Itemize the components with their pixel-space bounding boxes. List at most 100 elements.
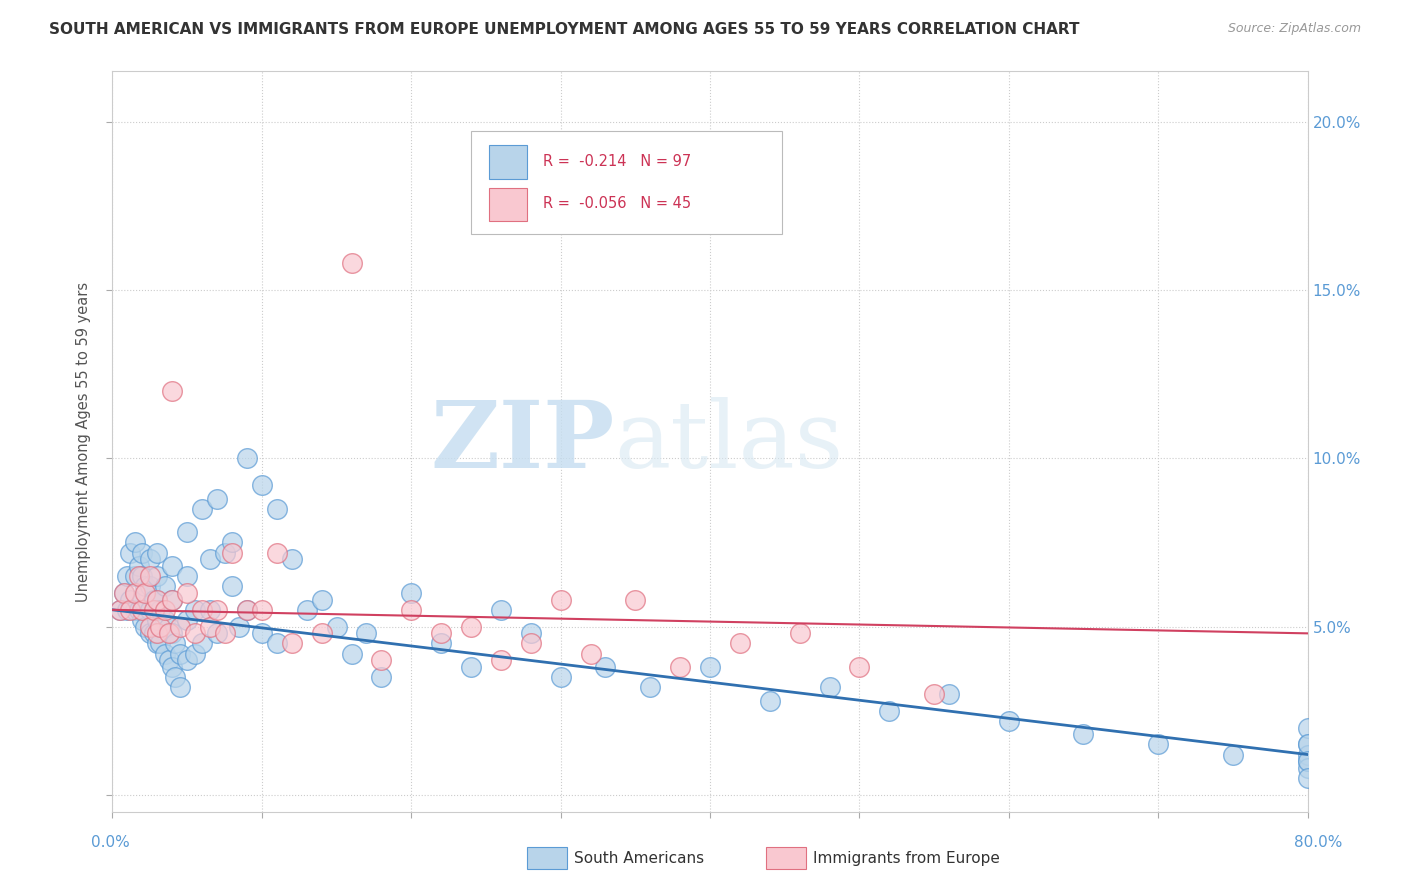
Point bbox=[818, 680, 841, 694]
Point bbox=[169, 680, 191, 694]
Point bbox=[146, 613, 169, 627]
Point bbox=[124, 535, 146, 549]
Text: R =  -0.056   N = 45: R = -0.056 N = 45 bbox=[543, 196, 690, 211]
Point bbox=[669, 660, 692, 674]
Point bbox=[1296, 738, 1319, 752]
Point bbox=[128, 603, 150, 617]
Point bbox=[295, 603, 318, 617]
Point bbox=[139, 603, 162, 617]
Point bbox=[214, 546, 236, 560]
Point bbox=[176, 525, 198, 540]
Point bbox=[198, 619, 221, 633]
Point bbox=[759, 694, 782, 708]
Point bbox=[998, 714, 1021, 728]
Text: SOUTH AMERICAN VS IMMIGRANTS FROM EUROPE UNEMPLOYMENT AMONG AGES 55 TO 59 YEARS : SOUTH AMERICAN VS IMMIGRANTS FROM EUROPE… bbox=[49, 22, 1080, 37]
Point bbox=[131, 592, 153, 607]
Point bbox=[550, 670, 572, 684]
Point bbox=[124, 586, 146, 600]
Point bbox=[146, 569, 169, 583]
Point bbox=[162, 559, 183, 574]
Point bbox=[325, 619, 347, 633]
Point bbox=[1296, 754, 1319, 768]
Point bbox=[214, 626, 236, 640]
Point bbox=[699, 660, 721, 674]
Point bbox=[128, 559, 150, 574]
Point bbox=[191, 603, 214, 617]
Point bbox=[236, 451, 259, 466]
Point bbox=[281, 636, 304, 650]
FancyBboxPatch shape bbox=[489, 187, 527, 221]
Point bbox=[236, 603, 259, 617]
Point bbox=[1296, 754, 1319, 768]
Point bbox=[153, 613, 176, 627]
Point bbox=[198, 552, 221, 566]
Point bbox=[183, 647, 205, 661]
Point bbox=[489, 603, 512, 617]
Point bbox=[938, 687, 960, 701]
Point bbox=[340, 647, 363, 661]
Point bbox=[191, 501, 214, 516]
Point bbox=[139, 626, 162, 640]
Text: 80.0%: 80.0% bbox=[1295, 836, 1343, 850]
Point bbox=[520, 626, 543, 640]
Point bbox=[266, 546, 288, 560]
Point bbox=[370, 653, 392, 667]
Point bbox=[340, 256, 363, 270]
Point bbox=[120, 546, 142, 560]
Point bbox=[165, 670, 187, 684]
Point bbox=[153, 647, 176, 661]
Point bbox=[1296, 738, 1319, 752]
Point bbox=[146, 626, 169, 640]
Point bbox=[157, 626, 180, 640]
Point bbox=[191, 636, 214, 650]
Point bbox=[1296, 721, 1319, 735]
Point bbox=[879, 704, 901, 718]
Point bbox=[146, 636, 169, 650]
Point bbox=[228, 619, 250, 633]
Point bbox=[131, 546, 153, 560]
Point bbox=[281, 552, 304, 566]
Point bbox=[143, 603, 166, 617]
Point bbox=[250, 603, 273, 617]
Point bbox=[143, 626, 166, 640]
Point bbox=[356, 626, 378, 640]
Point bbox=[205, 603, 228, 617]
Point bbox=[266, 636, 288, 650]
Point bbox=[153, 603, 176, 617]
Point bbox=[108, 603, 131, 617]
Point bbox=[579, 647, 602, 661]
Point bbox=[728, 636, 751, 650]
Point bbox=[221, 546, 243, 560]
Point bbox=[131, 613, 153, 627]
Point bbox=[1073, 727, 1095, 741]
Point bbox=[1296, 771, 1319, 785]
Point bbox=[134, 619, 156, 633]
Point bbox=[1296, 761, 1319, 775]
Point bbox=[311, 626, 333, 640]
Point bbox=[176, 569, 198, 583]
Point bbox=[165, 636, 187, 650]
Point bbox=[236, 603, 259, 617]
Point bbox=[114, 586, 135, 600]
Point bbox=[162, 384, 183, 398]
Point bbox=[370, 670, 392, 684]
Point bbox=[595, 660, 617, 674]
Point bbox=[489, 653, 512, 667]
Point bbox=[128, 569, 150, 583]
Point bbox=[146, 592, 169, 607]
Point bbox=[124, 569, 146, 583]
Point bbox=[430, 636, 453, 650]
Point bbox=[162, 660, 183, 674]
Point bbox=[460, 660, 482, 674]
Point bbox=[221, 579, 243, 593]
Point bbox=[1222, 747, 1244, 762]
Point bbox=[149, 636, 172, 650]
Point bbox=[183, 626, 205, 640]
Point bbox=[131, 569, 153, 583]
Point bbox=[117, 569, 139, 583]
Point bbox=[120, 603, 142, 617]
Point bbox=[250, 478, 273, 492]
Point bbox=[430, 626, 453, 640]
Point bbox=[117, 603, 139, 617]
Text: 0.0%: 0.0% bbox=[91, 836, 131, 850]
